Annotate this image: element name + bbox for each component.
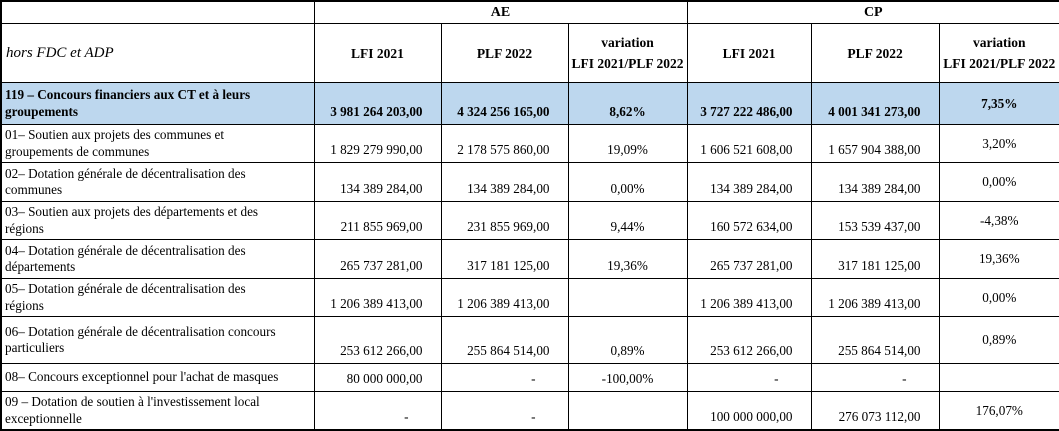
row-label: 05– Dotation générale de décentralisatio… xyxy=(0,278,315,317)
amount-cp-plf: 134 389 284,00 xyxy=(810,162,940,202)
amount-ae-lfi: 134 389 284,00 xyxy=(313,162,442,202)
group-header-row: AE CP xyxy=(0,0,1059,24)
table-row-action-05: 05– Dotation générale de décentralisatio… xyxy=(0,278,1059,317)
amount-cp-lfi: 265 737 281,00 xyxy=(686,239,812,279)
amount-ae-plf: - xyxy=(440,363,569,392)
row-label: 03– Soutien aux projets des départements… xyxy=(0,201,315,240)
amount-cp-plf: 4 001 341 273,00 xyxy=(810,82,940,125)
table-row-action-09: 09 – Dotation de soutien à l'investissem… xyxy=(0,391,1059,431)
group-header-cp: CP xyxy=(686,0,1059,24)
amount-ae-lfi: - xyxy=(313,391,442,431)
row-label: 119 – Concours financiers aux CT et à le… xyxy=(0,82,315,125)
amount-ae-plf: 317 181 125,00 xyxy=(440,239,569,279)
col-header-cp-lfi-2021: LFI 2021 xyxy=(686,23,812,83)
amount-cp-plf: 276 073 112,00 xyxy=(810,391,940,431)
corner-label: hors FDC et ADP xyxy=(0,23,315,83)
col-header-ae-lfi-2021: LFI 2021 xyxy=(313,23,442,83)
variation-cp: 7,35% xyxy=(938,82,1059,125)
amount-ae-lfi: 211 855 969,00 xyxy=(313,201,442,240)
amount-cp-lfi: 134 389 284,00 xyxy=(686,162,812,202)
amount-ae-lfi: 80 000 000,00 xyxy=(313,363,442,392)
variation-ae: -100,00% xyxy=(567,363,688,392)
variation-ae: 0,00% xyxy=(567,162,688,202)
variation-cp: 0,89% xyxy=(938,316,1059,364)
amount-cp-lfi: 160 572 634,00 xyxy=(686,201,812,240)
amount-cp-lfi: 100 000 000,00 xyxy=(686,391,812,431)
variation-cp: 3,20% xyxy=(938,124,1059,163)
amount-ae-plf: 231 855 969,00 xyxy=(440,201,569,240)
row-label: 08– Concours exceptionnel pour l'achat d… xyxy=(0,363,315,392)
group-header-ae: AE xyxy=(313,0,688,24)
col-header-cp-variation: variation LFI 2021/PLF 2022 xyxy=(938,23,1059,83)
amount-cp-plf: 317 181 125,00 xyxy=(810,239,940,279)
table-row-action-08: 08– Concours exceptionnel pour l'achat d… xyxy=(0,363,1059,392)
variation-ae: 19,09% xyxy=(567,124,688,163)
amount-cp-plf: 255 864 514,00 xyxy=(810,316,940,364)
amount-cp-plf: 1 206 389 413,00 xyxy=(810,278,940,317)
amount-cp-plf: 1 657 904 388,00 xyxy=(810,124,940,163)
variation-ae: 8,62% xyxy=(567,82,688,125)
variation-cp: 0,00% xyxy=(938,162,1059,202)
table-row-action-02: 02– Dotation générale de décentralisatio… xyxy=(0,162,1059,202)
row-label: 01– Soutien aux projets des communes et … xyxy=(0,124,315,163)
amount-ae-plf: - xyxy=(440,391,569,431)
col-header-ae-variation: variation LFI 2021/PLF 2022 xyxy=(567,23,688,83)
col-header-cp-plf-2022: PLF 2022 xyxy=(810,23,940,83)
table-row-action-06: 06– Dotation générale de décentralisatio… xyxy=(0,316,1059,364)
table-row-program-119: 119 – Concours financiers aux CT et à le… xyxy=(0,82,1059,125)
table-row-action-03: 03– Soutien aux projets des départements… xyxy=(0,201,1059,240)
amount-ae-lfi: 1 829 279 990,00 xyxy=(313,124,442,163)
amount-cp-lfi: - xyxy=(686,363,812,392)
amount-ae-plf: 1 206 389 413,00 xyxy=(440,278,569,317)
table-row-action-01: 01– Soutien aux projets des communes et … xyxy=(0,124,1059,163)
amount-ae-lfi: 253 612 266,00 xyxy=(313,316,442,364)
column-header-row: hors FDC et ADP LFI 2021 PLF 2022 variat… xyxy=(0,23,1059,83)
amount-ae-plf: 4 324 256 165,00 xyxy=(440,82,569,125)
amount-cp-lfi: 1 606 521 608,00 xyxy=(686,124,812,163)
variation-ae: 19,36% xyxy=(567,239,688,279)
corner-empty-cell xyxy=(0,0,315,24)
variation-ae xyxy=(567,278,688,317)
amount-ae-lfi: 265 737 281,00 xyxy=(313,239,442,279)
amount-ae-plf: 134 389 284,00 xyxy=(440,162,569,202)
variation-cp: 176,07% xyxy=(938,391,1059,431)
variation-cp: 0,00% xyxy=(938,278,1059,317)
amount-cp-plf: - xyxy=(810,363,940,392)
amount-cp-lfi: 1 206 389 413,00 xyxy=(686,278,812,317)
variation-ae: 9,44% xyxy=(567,201,688,240)
amount-cp-lfi: 3 727 222 486,00 xyxy=(686,82,812,125)
col-header-ae-plf-2022: PLF 2022 xyxy=(440,23,569,83)
amount-cp-plf: 153 539 437,00 xyxy=(810,201,940,240)
amount-ae-lfi: 3 981 264 203,00 xyxy=(313,82,442,125)
amount-cp-lfi: 253 612 266,00 xyxy=(686,316,812,364)
row-label: 04– Dotation générale de décentralisatio… xyxy=(0,239,315,279)
amount-ae-plf: 2 178 575 860,00 xyxy=(440,124,569,163)
row-label: 09 – Dotation de soutien à l'investissem… xyxy=(0,391,315,431)
variation-ae xyxy=(567,391,688,431)
amount-ae-lfi: 1 206 389 413,00 xyxy=(313,278,442,317)
variation-cp xyxy=(938,363,1059,392)
variation-ae: 0,89% xyxy=(567,316,688,364)
row-label: 02– Dotation générale de décentralisatio… xyxy=(0,162,315,202)
variation-cp: -4,38% xyxy=(938,201,1059,240)
row-label: 06– Dotation générale de décentralisatio… xyxy=(0,316,315,364)
table-row-action-04: 04– Dotation générale de décentralisatio… xyxy=(0,239,1059,279)
variation-cp: 19,36% xyxy=(938,239,1059,279)
amount-ae-plf: 255 864 514,00 xyxy=(440,316,569,364)
